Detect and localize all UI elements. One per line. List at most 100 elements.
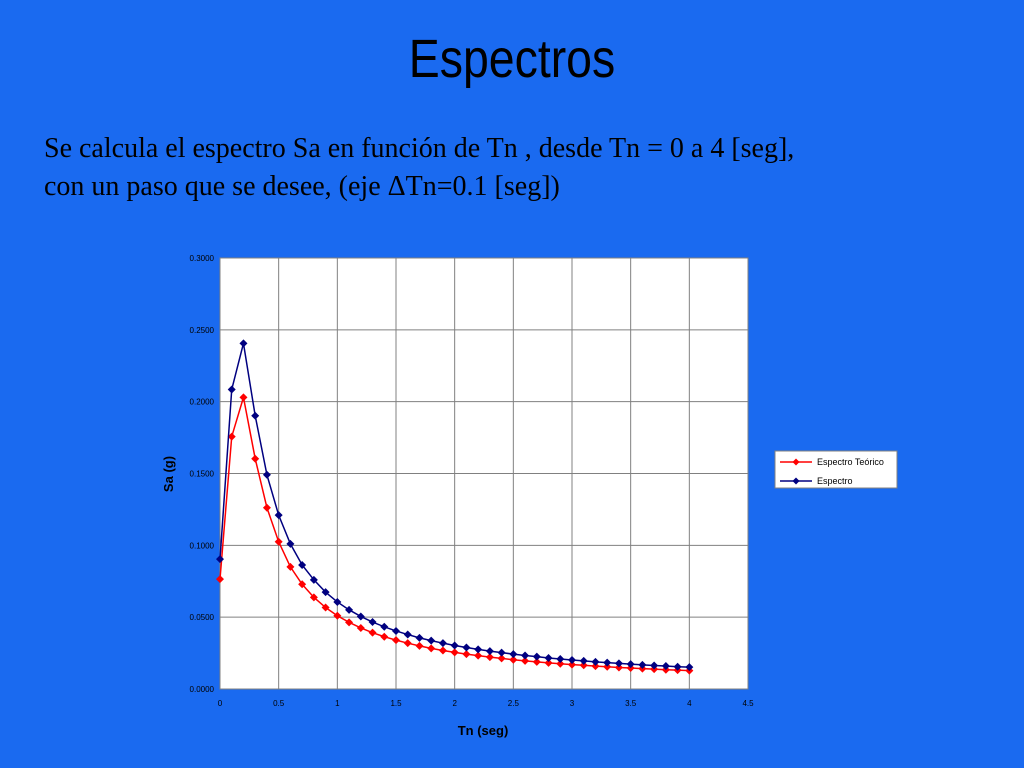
data-point-espectro: [356, 612, 365, 621]
data-point-espectro: [333, 597, 342, 606]
data-point-espectro: [286, 539, 295, 548]
data-point-espectro-teorico: [321, 603, 330, 612]
series-espectro-teorico: [216, 393, 694, 675]
x-tick-label: 4.5: [742, 699, 754, 708]
grid-lines: [220, 258, 748, 689]
x-tick-label: 2.5: [508, 699, 520, 708]
data-point-espectro: [462, 643, 471, 652]
x-tick-labels: 0 0.5 1 1.5 2 2.5 3 3.5 4 4.5: [218, 699, 754, 708]
y-tick-label: 0.1000: [190, 541, 215, 550]
data-point-espectro-teorico: [462, 650, 471, 659]
data-point-espectro: [614, 659, 623, 668]
data-point-espectro-teorico: [544, 658, 553, 667]
data-point-espectro: [450, 641, 459, 650]
data-point-espectro: [568, 655, 576, 664]
data-point-espectro: [650, 661, 659, 670]
data-point-espectro-teorico: [227, 432, 236, 441]
legend-swatch-marker: [792, 458, 800, 466]
data-point-espectro: [497, 648, 506, 657]
x-tick-label: 1.5: [390, 699, 402, 708]
y-tick-label: 0.1500: [190, 470, 215, 479]
data-point-espectro-teorico: [497, 654, 506, 663]
y-axis-label: Sa (g): [161, 456, 176, 492]
data-point-espectro: [673, 662, 682, 671]
data-point-espectro: [579, 656, 588, 665]
data-point-espectro-teorico: [274, 537, 283, 546]
legend: Espectro Teórico Espectro: [774, 450, 898, 489]
x-axis-label: Tn (seg): [458, 723, 509, 738]
legend-item-espectro: Espectro: [780, 476, 853, 486]
data-point-espectro: [544, 653, 553, 662]
legend-item-espectro-teorico: Espectro Teórico: [780, 457, 884, 467]
data-point-espectro: [521, 651, 530, 660]
data-point-espectro: [591, 657, 600, 666]
body-line-2: con un paso que se desee, (eje ΔTn=0.1 […: [44, 171, 560, 202]
y-tick-label: 0.0000: [190, 685, 215, 694]
data-point-espectro: [251, 411, 260, 420]
data-point-espectro-teorico: [556, 659, 565, 668]
data-point-espectro-teorico: [262, 503, 271, 512]
data-point-espectro-teorico: [333, 611, 342, 620]
data-point-espectro: [485, 647, 494, 656]
data-point-espectro-teorico: [380, 632, 389, 641]
data-point-espectro: [415, 633, 424, 642]
data-point-espectro: [380, 622, 389, 631]
data-point-espectro-teorico: [614, 663, 623, 672]
data-point-espectro: [638, 660, 647, 669]
data-point-espectro: [239, 339, 248, 348]
data-point-espectro-teorico: [521, 656, 530, 665]
data-point-espectro: [309, 575, 318, 584]
data-point-espectro-teorico: [309, 593, 318, 602]
data-point-espectro-teorico: [474, 651, 483, 660]
legend-label: Espectro: [817, 476, 853, 486]
y-tick-label: 0.2000: [190, 398, 215, 407]
body-line-1: Se calcula el espectro Sa en función de …: [44, 133, 795, 164]
data-point-espectro-teorico: [568, 660, 576, 669]
y-tick-label: 0.2500: [190, 326, 215, 335]
data-point-espectro: [216, 555, 224, 564]
data-point-espectro-teorico: [251, 454, 260, 463]
data-point-espectro: [556, 654, 565, 663]
data-point-espectro: [274, 511, 283, 520]
y-tick-label: 0.0500: [190, 613, 215, 622]
data-point-espectro: [438, 639, 447, 648]
data-point-espectro: [661, 662, 670, 671]
legend-swatch-marker: [792, 477, 800, 485]
y-tick-labels: 0.0000 0.0500 0.1000 0.1500 0.2000 0.2500 0.30…: [190, 254, 215, 694]
data-point-espectro-teorico: [239, 393, 248, 402]
data-point-espectro: [227, 385, 236, 394]
data-point-espectro-teorico: [509, 655, 518, 664]
data-point-espectro-teorico: [450, 648, 459, 657]
slide-title: Espectros: [408, 29, 616, 89]
data-point-espectro: [368, 618, 377, 627]
data-point-espectro-teorico: [392, 636, 400, 645]
series-group: [216, 339, 694, 675]
data-point-espectro: [403, 630, 412, 639]
data-point-espectro: [509, 650, 518, 659]
data-point-espectro-teorico: [216, 575, 224, 584]
data-point-espectro-teorico: [532, 657, 541, 666]
data-point-espectro-teorico: [403, 639, 412, 648]
data-point-espectro-teorico: [286, 562, 295, 571]
data-point-espectro-teorico: [415, 641, 424, 650]
data-point-espectro-teorico: [603, 662, 612, 671]
x-tick-label: 0.5: [273, 699, 285, 708]
data-point-espectro: [392, 626, 400, 635]
y-tick-label: 0.3000: [190, 254, 215, 263]
series-espectro: [216, 339, 694, 672]
x-tick-label: 4: [687, 699, 692, 708]
data-point-espectro-teorico: [368, 628, 377, 637]
data-point-espectro: [603, 658, 612, 667]
x-tick-label: 3.5: [625, 699, 637, 708]
data-point-espectro-teorico: [356, 623, 365, 632]
data-point-espectro: [298, 561, 307, 570]
data-point-espectro-teorico: [438, 646, 447, 655]
x-tick-label: 0: [218, 699, 223, 708]
data-point-espectro-teorico: [485, 653, 494, 662]
data-point-espectro: [321, 588, 330, 597]
data-point-espectro: [532, 652, 541, 661]
data-point-espectro-teorico: [298, 580, 307, 589]
data-point-espectro: [474, 645, 483, 654]
data-point-espectro: [345, 605, 354, 614]
